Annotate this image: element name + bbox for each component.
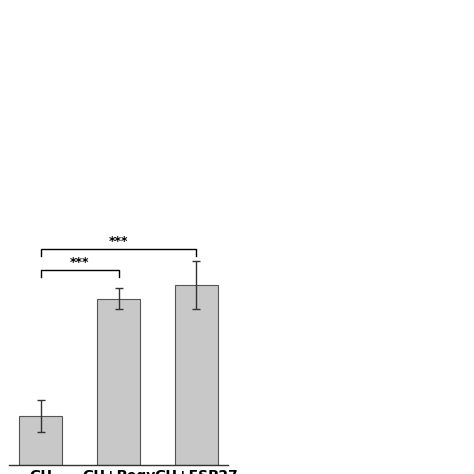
Bar [97, 299, 140, 465]
Bar [19, 416, 62, 465]
Bar [175, 285, 218, 465]
Text: ***: *** [70, 256, 90, 269]
Text: ***: *** [109, 235, 128, 248]
